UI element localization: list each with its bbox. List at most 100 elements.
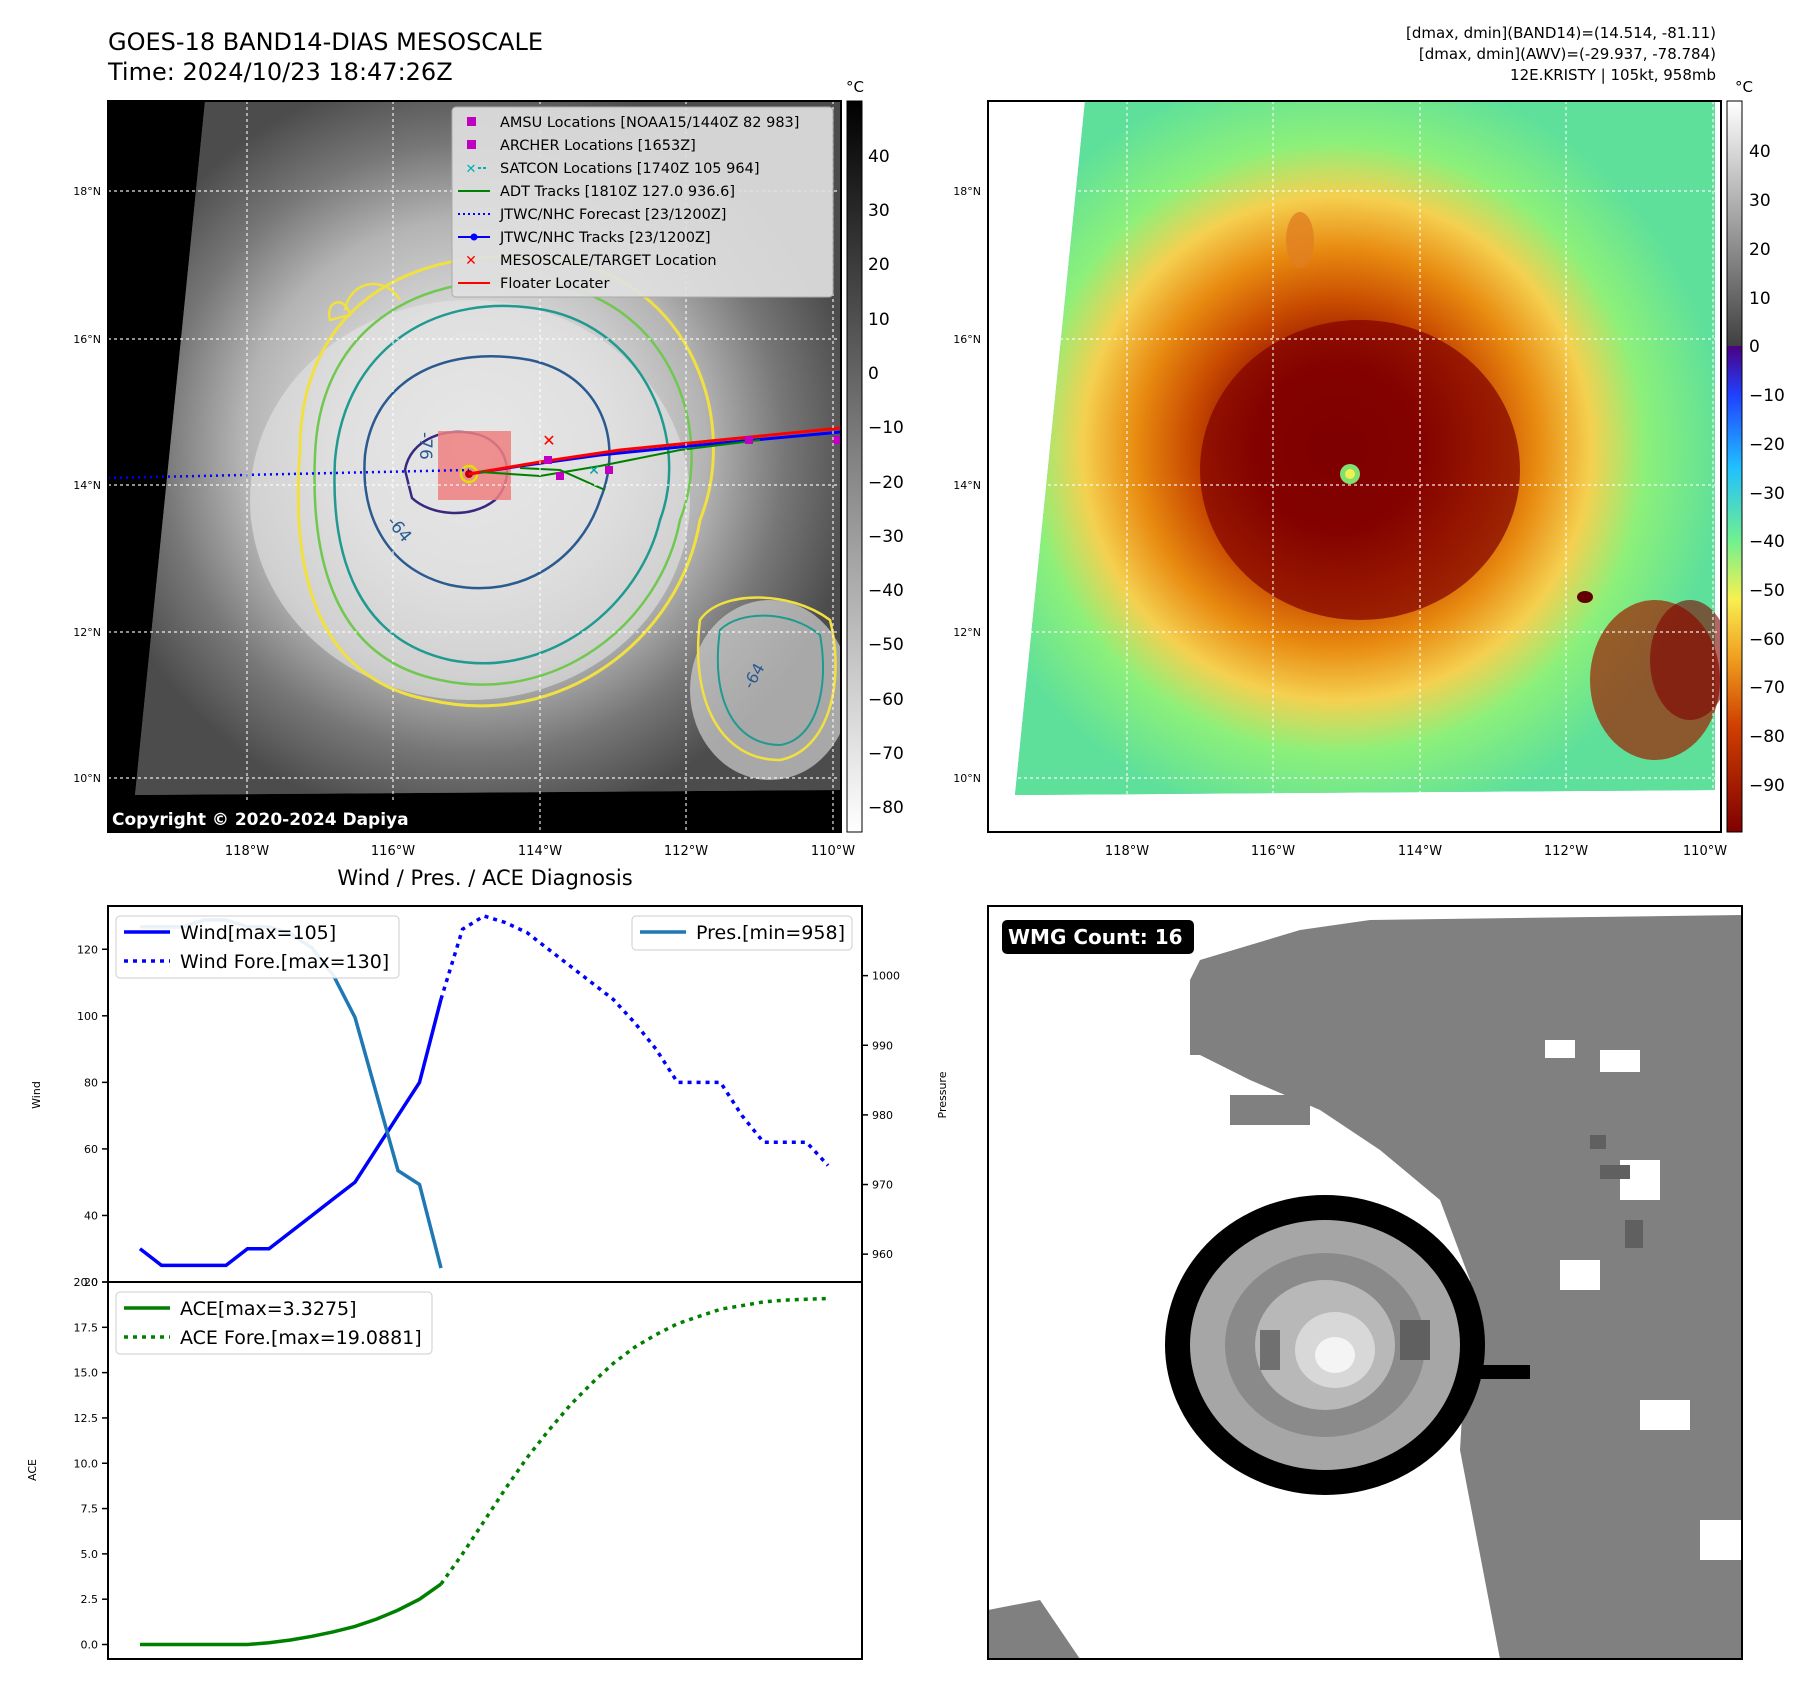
- gray-tick-m70: −70: [868, 744, 904, 764]
- color-tick-20: 20: [1749, 240, 1771, 260]
- lon-label-114w: 114°W: [518, 844, 562, 859]
- lon-label-112w: 112°W: [664, 844, 708, 859]
- gray-colorbar-unit: °C: [846, 78, 864, 96]
- legend-marker-target: ✕: [465, 253, 477, 269]
- color-tick-30: 30: [1749, 191, 1771, 211]
- lat-label-18n: 18°N: [73, 185, 101, 198]
- legend-marker-satcon: ✕: [466, 162, 477, 177]
- gray-tick-10: 10: [868, 310, 890, 330]
- color-tick-m70: −70: [1749, 678, 1785, 698]
- color-colorbar-unit: °C: [1735, 78, 1753, 96]
- gray-tick-40: 40: [868, 147, 890, 167]
- lon-label-110w: 110°W: [811, 844, 855, 859]
- map2-lat-label-18n: 18°N: [953, 185, 981, 198]
- legend-archer: ARCHER Locations [1653Z]: [500, 138, 696, 154]
- pressure-tick-label: 990: [872, 1039, 893, 1052]
- wmg-count-label: WMG Count: 16: [1008, 925, 1183, 949]
- ir-color-map: [988, 101, 1721, 832]
- legend-forecast: JTWC/NHC Forecast [23/1200Z]: [499, 207, 726, 223]
- lon-label-118w: 118°W: [225, 844, 269, 859]
- ace-tick-label: 15.0: [74, 1367, 99, 1380]
- map2-lat-label-16n: 16°N: [953, 333, 981, 346]
- lon-label-116w: 116°W: [371, 844, 415, 859]
- legend-target: MESOSCALE/TARGET Location: [500, 253, 717, 269]
- gray-tick-m50: −50: [868, 635, 904, 655]
- stats-line-1: [dmax, dmin](BAND14)=(14.514, -81.11): [1406, 24, 1716, 42]
- map2-lon-label-118w: 118°W: [1105, 844, 1149, 859]
- map2-lat-label-12n: 12°N: [953, 626, 981, 639]
- pressure-tick-label: 1000: [872, 970, 900, 983]
- wind-tick-label: 20: [84, 1276, 98, 1289]
- ace-tick-label: 20.0: [74, 1276, 99, 1289]
- wind-legend: Wind[max=105] Wind Fore.[max=130]: [115, 915, 400, 979]
- map2-lat-label-14n: 14°N: [953, 479, 981, 492]
- pressure-y-ticks: 960 970 980 990 1000: [862, 970, 900, 1261]
- wind-legend-label: Wind[max=105]: [180, 922, 336, 944]
- gray-tick-m30: −30: [868, 527, 904, 547]
- gray-tick-20: 20: [868, 255, 890, 275]
- color-tick-m30: −30: [1749, 484, 1785, 504]
- pressure-ylabel: Pressure: [936, 1071, 949, 1118]
- gray-colorbar-ticks: 40 30 20 10 0 −10 −20 −30 −40 −50 −60 −7…: [868, 147, 904, 818]
- pressure-tick-label: 960: [872, 1248, 893, 1261]
- wind-tick-label: 80: [84, 1076, 98, 1089]
- color-tick-m20: −20: [1749, 435, 1785, 455]
- legend-amsu: AMSU Locations [NOAA15/1440Z 82 983]: [500, 115, 799, 131]
- wind-tick-label: 40: [84, 1209, 98, 1222]
- legend-tracks: JTWC/NHC Tracks [23/1200Z]: [499, 230, 711, 246]
- ace-tick-label: 12.5: [74, 1412, 99, 1425]
- color-tick-m80: −80: [1749, 727, 1785, 747]
- pressure-tick-label: 980: [872, 1109, 893, 1122]
- lat-label-12n: 12°N: [73, 626, 101, 639]
- map-legend: AMSU Locations [NOAA15/1440Z 82 983] ARC…: [451, 106, 834, 298]
- stats-line-3: 12E.KRISTY | 105kt, 958mb: [1510, 66, 1716, 84]
- map1-lat-labels: 18°N 16°N 14°N 12°N 10°N: [73, 185, 101, 785]
- legend-satcon: SATCON Locations [1740Z 105 964]: [500, 161, 759, 177]
- gray-tick-0: 0: [868, 364, 879, 384]
- ace-y-ticks: 0.0 2.5 5.0 7.5 10.0 12.5 15.0 17.5 20.0: [74, 1276, 108, 1652]
- series-line-0: [138, 998, 443, 1268]
- gray-tick-m40: −40: [868, 581, 904, 601]
- lat-label-16n: 16°N: [73, 333, 101, 346]
- ace-lines: [140, 1296, 829, 1647]
- ace-tick-label: 10.0: [74, 1457, 99, 1470]
- title-line-1: GOES-18 BAND14-DIAS MESOSCALE: [108, 28, 543, 56]
- lat-label-10n: 10°N: [73, 772, 101, 785]
- ace-series-line-0: [140, 1582, 443, 1647]
- ace-tick-label: 0.0: [81, 1639, 99, 1652]
- svg-text:✕: ✕: [542, 431, 555, 450]
- stats-line-2: [dmax, dmin](AWV)=(-29.937, -78.784): [1419, 45, 1716, 63]
- color-colorbar: °C 40 30 20 10 0 −10 −20 −30 −40 −50 −60…: [1726, 78, 1785, 833]
- pressure-tick-label: 970: [872, 1179, 893, 1192]
- wind-ylabel: Wind: [30, 1081, 43, 1109]
- gray-tick-m60: −60: [868, 690, 904, 710]
- ace-series-line-1: [439, 1296, 829, 1586]
- map2-lon-label-112w: 112°W: [1544, 844, 1588, 859]
- map2-lat-label-10n: 10°N: [953, 772, 981, 785]
- title-line-2: Time: 2024/10/23 18:47:26Z: [107, 58, 453, 86]
- color-tick-0: 0: [1749, 337, 1760, 357]
- map1-lon-labels: 118°W 116°W 114°W 112°W 110°W: [225, 844, 855, 859]
- legend-marker-amsu: [467, 117, 476, 126]
- series-line-1: [439, 914, 830, 1167]
- diagnosis-title: Wind / Pres. / ACE Diagnosis: [337, 866, 632, 890]
- ace-legend: ACE[max=3.3275] ACE Fore.[max=19.0881]: [115, 1291, 433, 1355]
- wind-y-ticks: 20 40 60 80 100 120: [77, 943, 108, 1289]
- map2-lon-label-110w: 110°W: [1683, 844, 1727, 859]
- gray-tick-30: 30: [868, 201, 890, 221]
- ace-tick-label: 17.5: [74, 1321, 99, 1334]
- wind-tick-label: 100: [77, 1010, 98, 1023]
- contour-label-1: -76: [415, 432, 435, 460]
- ace-fore-legend-label: ACE Fore.[max=19.0881]: [180, 1327, 422, 1349]
- color-tick-m40: −40: [1749, 532, 1785, 552]
- color-tick-40: 40: [1749, 142, 1771, 162]
- svg-text:✕: ✕: [588, 463, 600, 479]
- color-tick-m10: −10: [1749, 386, 1785, 406]
- gray-colorbar: °C 40 30 20 10 0 −10 −20 −30 −40 −50 −60…: [846, 78, 904, 833]
- gray-tick-m80: −80: [868, 798, 904, 818]
- ace-tick-label: 7.5: [81, 1503, 99, 1516]
- ace-ylabel: ACE: [26, 1459, 39, 1481]
- color-tick-10: 10: [1749, 289, 1771, 309]
- wmg-panel: [988, 906, 1742, 1659]
- pressure-legend-label: Pres.[min=958]: [696, 922, 845, 944]
